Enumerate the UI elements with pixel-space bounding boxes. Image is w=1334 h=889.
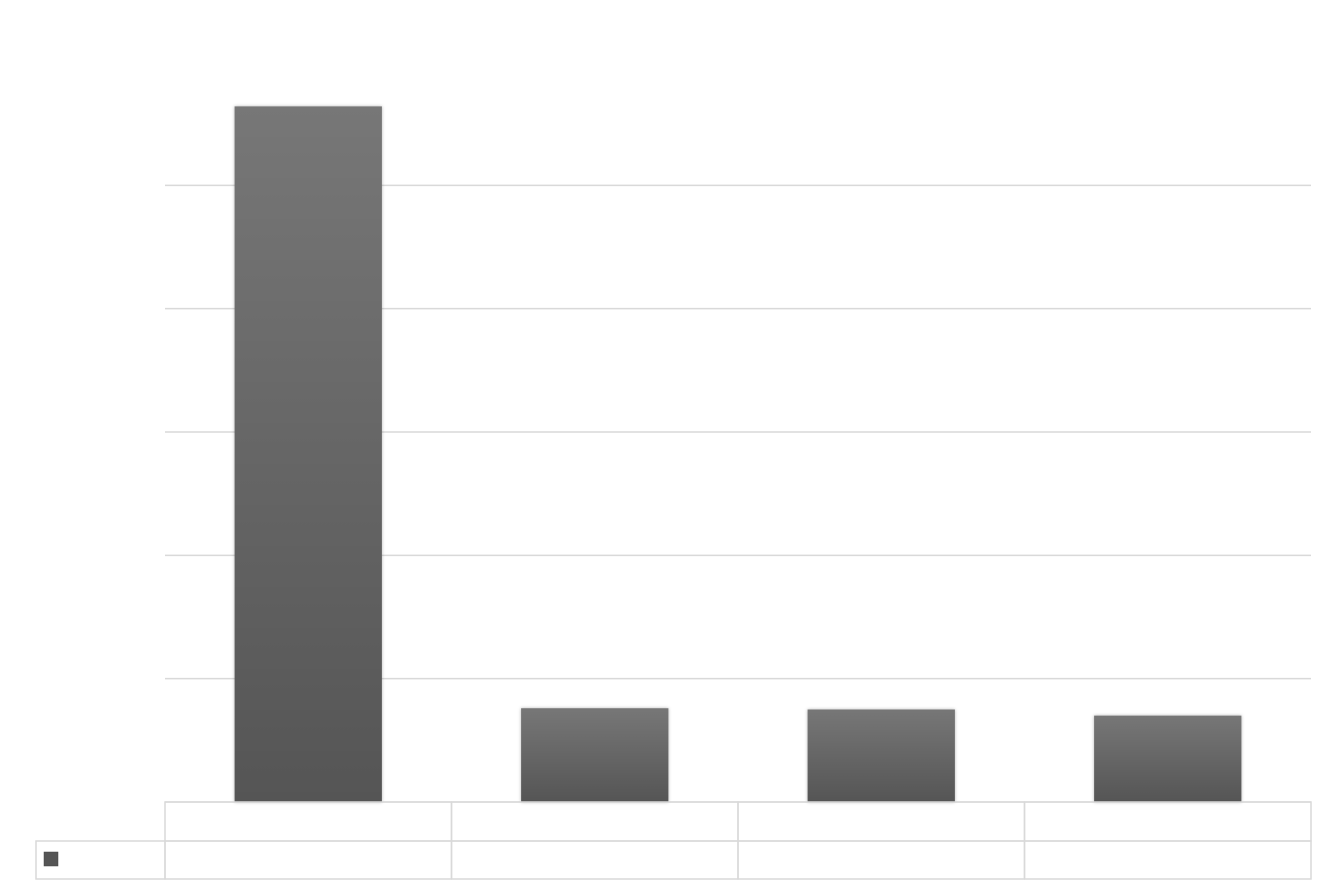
data-table (35, 801, 1312, 880)
table-cell (737, 840, 1026, 880)
table-cell (35, 840, 166, 880)
table-cell (450, 840, 739, 880)
table-cell (164, 840, 453, 880)
table-cell (164, 801, 453, 842)
table-cell (737, 801, 1026, 842)
bar-shine (807, 709, 955, 802)
table-cell (1023, 801, 1312, 842)
table-cell (1023, 840, 1312, 880)
legend-key (43, 851, 59, 867)
bar-shine (521, 708, 669, 802)
bar-shine (1094, 715, 1242, 802)
table-cell (450, 801, 739, 842)
bars (234, 106, 1242, 802)
bar-shine (234, 106, 382, 802)
